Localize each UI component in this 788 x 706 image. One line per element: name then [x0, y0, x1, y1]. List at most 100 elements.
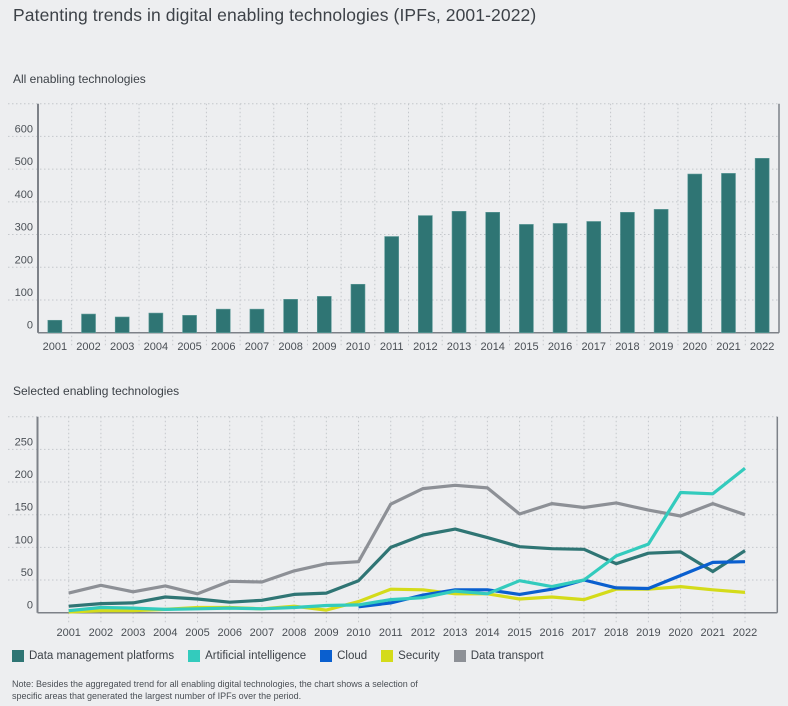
- x-tick-label: 2003: [110, 341, 134, 353]
- bar-2001: [47, 319, 63, 334]
- chart-title: Patenting trends in digital enabling tec…: [13, 5, 537, 25]
- x-tick-label: 2005: [185, 627, 209, 639]
- x-tick-label: 2022: [750, 341, 774, 353]
- y-tick-label: 0: [27, 600, 33, 612]
- x-tick-label: 2019: [649, 341, 673, 353]
- x-tick-label: 2004: [144, 341, 168, 353]
- bar-2008: [283, 299, 298, 333]
- legend-label: Artificial intelligence: [205, 650, 307, 662]
- bar-2013: [451, 211, 467, 334]
- y-tick-label: 300: [15, 222, 33, 234]
- x-tick-label: 2021: [701, 627, 725, 639]
- x-tick-label: 2011: [380, 341, 404, 353]
- y-tick-label: 100: [15, 287, 33, 299]
- x-tick-label: 2013: [443, 627, 467, 639]
- legend-swatch: [453, 650, 466, 662]
- y-tick-label: 400: [15, 189, 33, 201]
- bar-2002: [81, 313, 96, 333]
- x-tick-label: 2006: [211, 341, 235, 353]
- x-tick-label: 2014: [480, 341, 504, 353]
- line-chart: 0 50 100 150 200 250 2001 2002 2003 2004 2005 2006 2…: [8, 416, 779, 639]
- x-tick-label: 2017: [572, 627, 596, 639]
- x-tick-label: 2002: [89, 627, 113, 639]
- legend-label: Data management platforms: [29, 650, 175, 662]
- x-tick-label: 2018: [604, 627, 628, 639]
- series-line-data-management-platforms: [68, 527, 746, 608]
- x-tick-label: 2003: [121, 627, 145, 639]
- bar-2020: [687, 173, 703, 334]
- x-tick-label: 2020: [683, 341, 707, 353]
- bar-2022: [754, 158, 770, 333]
- bar-chart-subtitle: All enabling technologies: [13, 72, 146, 86]
- legend-item-cloud: Cloud: [320, 650, 367, 662]
- x-tick-label: 2010: [346, 627, 370, 639]
- bar-2017: [586, 221, 602, 334]
- x-tick-label: 2013: [447, 341, 471, 353]
- y-tick-label: 250: [15, 436, 33, 448]
- x-tick-label: 2016: [540, 627, 564, 639]
- bar-2021: [721, 173, 736, 333]
- bar-2007: [249, 308, 265, 334]
- series-line-cloud: [358, 560, 746, 609]
- x-tick-label: 2014: [475, 627, 499, 639]
- y-tick-label: 100: [15, 534, 33, 546]
- x-tick-label: 2009: [312, 341, 336, 353]
- bar-chart: 0 100 200 300 400 500 600 2001 2002 2003 2004 2005 2…: [8, 103, 780, 353]
- x-tick-label: 2005: [177, 341, 201, 353]
- x-tick-label: 2006: [217, 627, 241, 639]
- legend-label: Cloud: [337, 650, 368, 662]
- y-tick-label: 200: [15, 469, 33, 481]
- x-tick-label: 2020: [668, 627, 692, 639]
- legend-item-artificial-intelligence: Artificial intelligence: [188, 650, 306, 662]
- bar-2012: [418, 215, 433, 333]
- x-tick-label: 2007: [250, 627, 274, 639]
- x-tick-label: 2008: [282, 627, 306, 639]
- bar-2019: [653, 209, 669, 333]
- bar-2014: [485, 212, 501, 334]
- bar-2004: [148, 312, 164, 334]
- series-line-artificial-intelligence: [68, 467, 746, 613]
- bar-2015: [519, 224, 534, 333]
- y-tick-label: 500: [15, 156, 33, 168]
- y-tick-label: 600: [15, 123, 33, 135]
- series-line-data-transport: [68, 483, 746, 596]
- x-tick-label: 2018: [615, 341, 639, 353]
- y-tick-label: 200: [15, 254, 33, 266]
- legend-label: Security: [398, 650, 440, 662]
- x-tick-label: 2022: [733, 627, 757, 639]
- bar-2018: [620, 212, 635, 334]
- bar-2006: [215, 308, 231, 334]
- legend-swatch: [320, 650, 333, 662]
- x-tick-label: 2011: [379, 627, 403, 639]
- y-tick-label: 150: [15, 502, 33, 514]
- x-tick-label: 2012: [411, 627, 435, 639]
- x-tick-label: 2002: [76, 341, 100, 353]
- x-tick-label: 2016: [548, 341, 572, 353]
- x-tick-label: 2019: [636, 627, 660, 639]
- footnote: Note: Besides the aggregated trend for a…: [12, 679, 418, 701]
- legend-swatch: [381, 650, 394, 662]
- legend: Data management platforms Artificial int…: [12, 650, 558, 662]
- bar-2009: [316, 296, 332, 334]
- bar-2010: [350, 283, 366, 334]
- x-tick-label: 2015: [514, 341, 538, 353]
- x-tick-label: 2009: [314, 627, 338, 639]
- line-chart-subtitle: Selected enabling technologies: [13, 384, 180, 398]
- x-tick-label: 2012: [413, 341, 437, 353]
- x-tick-label: 2008: [278, 341, 302, 353]
- legend-label: Data transport: [470, 650, 544, 662]
- legend-item-data-management: Data management platforms: [12, 650, 174, 662]
- x-tick-label: 2017: [582, 341, 606, 353]
- legend-swatch: [12, 650, 24, 662]
- x-tick-label: 2001: [43, 341, 67, 353]
- bar-2003: [114, 316, 130, 333]
- bar-2005: [182, 315, 197, 333]
- y-tick-label: 0: [27, 320, 33, 332]
- x-tick-label: 2001: [56, 627, 80, 639]
- y-tick-label: 50: [21, 567, 33, 579]
- legend-swatch: [188, 650, 201, 662]
- bar-2011: [384, 236, 399, 334]
- x-tick-label: 2021: [716, 341, 740, 353]
- bar-2016: [552, 223, 568, 333]
- legend-item-security: Security: [381, 650, 440, 662]
